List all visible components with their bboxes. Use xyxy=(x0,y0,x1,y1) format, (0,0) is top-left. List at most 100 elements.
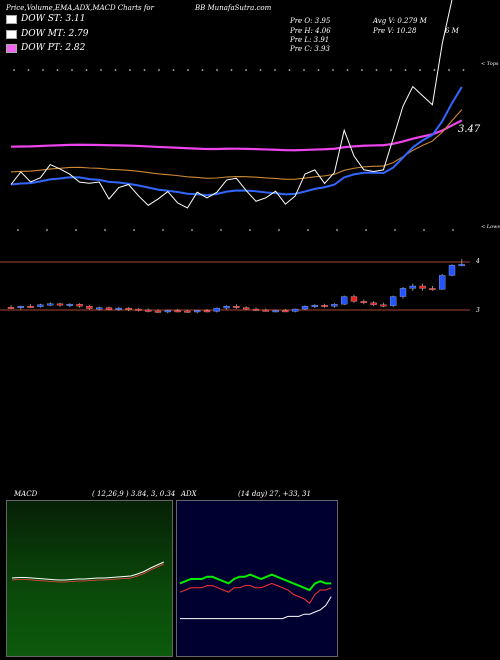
low-mark-26 xyxy=(394,229,396,231)
top-mark-24 xyxy=(361,69,363,71)
adx-line xyxy=(180,596,332,620)
low-mark-18 xyxy=(278,229,280,231)
candle-body-28 xyxy=(282,310,289,313)
top-mark-21 xyxy=(317,69,320,71)
top-mark-16 xyxy=(245,69,247,71)
macd-panel xyxy=(6,500,173,657)
candle-body-38 xyxy=(380,304,387,307)
candle-body-24 xyxy=(243,307,250,310)
candle-body-43 xyxy=(429,288,436,291)
candle-body-41 xyxy=(409,285,416,289)
top-mark-15 xyxy=(230,69,233,71)
legend-dow-st: DOW ST: 3.11 xyxy=(6,14,86,24)
ema-mid-line xyxy=(10,86,463,197)
ema-long-line xyxy=(10,119,463,152)
candle-body-22 xyxy=(223,306,230,309)
level-high-label: 4 xyxy=(476,258,480,265)
top-mark-18 xyxy=(274,69,276,71)
candle-body-14 xyxy=(145,309,152,312)
candle-body-13 xyxy=(135,308,142,311)
low-mark-22 xyxy=(336,229,338,231)
candle-body-26 xyxy=(262,309,269,312)
legend-swatch-mt xyxy=(6,29,17,39)
candle-body-23 xyxy=(233,306,240,308)
candle-body-3 xyxy=(37,304,44,307)
candle-body-45 xyxy=(448,265,456,276)
candle-body-44 xyxy=(439,275,446,290)
top-mark-23 xyxy=(346,69,349,71)
top-mark-17 xyxy=(259,69,262,71)
price-candles xyxy=(0,259,470,314)
candle-body-31 xyxy=(311,305,318,307)
legend-swatch-pt xyxy=(6,43,17,53)
ema-short-line xyxy=(10,0,453,209)
legend-dow-mt: DOW MT: 2.79 xyxy=(6,29,89,39)
candle-body-2 xyxy=(27,306,34,308)
top-mark-31 xyxy=(462,69,465,71)
adx-params: (14 day) 27, +33, 31 xyxy=(238,490,311,498)
stat-avg-volume: Avg V: 0.279 M xyxy=(373,17,427,25)
top-mark-3 xyxy=(56,69,59,71)
top-mark-29 xyxy=(433,69,436,71)
macd-line xyxy=(11,561,165,581)
stat-prev-low: Pre L: 3.91 xyxy=(290,36,330,44)
low-mark-24 xyxy=(365,229,367,231)
top-mark-8 xyxy=(129,69,131,71)
candle-body-15 xyxy=(154,310,162,313)
candle-body-25 xyxy=(252,308,260,311)
top-mark-30 xyxy=(448,69,450,71)
macd-signal-line xyxy=(11,563,164,583)
candle-body-8 xyxy=(86,306,93,309)
candle-body-40 xyxy=(399,288,407,297)
candle-body-34 xyxy=(341,296,348,305)
candle-body-1 xyxy=(17,306,24,308)
top-mark-26 xyxy=(390,69,392,71)
top-mark-4 xyxy=(71,69,73,71)
low-mark-0 xyxy=(17,229,19,231)
candle-body-0 xyxy=(7,306,15,309)
candle-body-16 xyxy=(164,310,171,313)
low-mark-28 xyxy=(423,229,425,231)
candle-body-6 xyxy=(66,304,73,306)
tops-label: < Tops xyxy=(481,61,499,67)
macd-params: ( 12,26,9 ) 3.84, 3, 0.34 xyxy=(92,490,176,498)
candle-body-9 xyxy=(96,307,103,310)
macd-label: MACD xyxy=(14,490,38,498)
top-mark-2 xyxy=(42,69,44,71)
candle-body-20 xyxy=(203,310,211,313)
adx-label: ADX xyxy=(181,490,197,498)
top-mark-9 xyxy=(143,69,146,71)
top-mark-12 xyxy=(187,69,189,71)
stat-prev-volume: Pre V: 10.28 xyxy=(373,27,417,35)
adx-panel xyxy=(176,500,338,657)
stat-prev-close: Pre C: 3.93 xyxy=(290,45,330,53)
top-mark-25 xyxy=(375,69,378,71)
low-mark-30 xyxy=(452,229,454,231)
swing-marks xyxy=(13,69,465,231)
legend-label-pt: DOW PT: 2.82 xyxy=(21,43,86,53)
top-mark-7 xyxy=(114,69,117,71)
candle-body-18 xyxy=(184,310,191,313)
legend-label-mt: DOW MT: 2.79 xyxy=(21,29,89,39)
legend-label-st: DOW ST: 3.11 xyxy=(21,14,86,24)
candle-body-11 xyxy=(115,307,122,310)
top-mark-5 xyxy=(85,69,88,71)
top-mark-22 xyxy=(332,69,334,71)
level-low-label: 3 xyxy=(476,307,480,314)
candle-body-7 xyxy=(76,304,83,307)
site-name: BB MunafaSutra.com xyxy=(195,4,272,12)
candle-body-42 xyxy=(419,285,426,289)
candle-body-29 xyxy=(292,308,299,312)
candle-body-37 xyxy=(370,302,377,305)
legend-dow-pt: DOW PT: 2.82 xyxy=(6,43,85,53)
candle-body-39 xyxy=(390,296,397,306)
stat-prev-high: Pre H: 4.06 xyxy=(290,27,331,35)
low-mark-14 xyxy=(220,229,222,231)
top-mark-20 xyxy=(303,69,305,71)
candle-body-21 xyxy=(213,307,220,312)
top-mark-13 xyxy=(201,69,204,71)
top-mark-0 xyxy=(13,69,15,71)
low-mark-4 xyxy=(75,229,77,231)
legend-swatch-st xyxy=(6,14,17,24)
